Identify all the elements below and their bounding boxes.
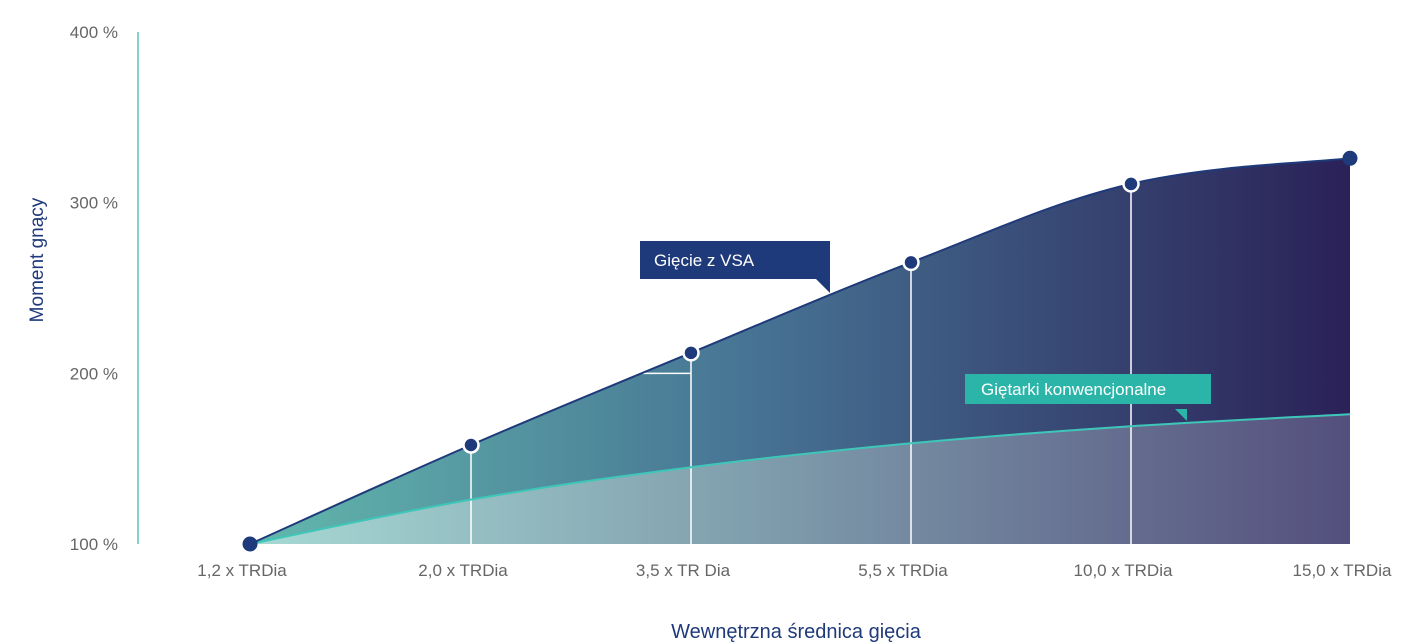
y-tick-label-300: 300 %	[70, 194, 118, 213]
legend-callout-vsa-pointer	[816, 279, 830, 293]
y-axis-title: Moment gnący	[27, 197, 48, 322]
marker-vsa-4	[1122, 175, 1140, 193]
legend-label-conventional: Giętarki konwencjonalne	[981, 380, 1166, 399]
line-conventional	[249, 413, 1351, 545]
x-tick-label-3: 5,5 x TRDia	[858, 561, 948, 580]
x-axis-title: Wewnętrzna średnica gięcia	[671, 621, 922, 643]
x-tick-label-2: 3,5 x TR Dia	[636, 561, 731, 580]
legend-callout-vsa-box	[640, 241, 830, 279]
marker-vsa-5	[1342, 150, 1358, 166]
legend-callout-conventional-pointer	[1175, 409, 1187, 421]
area-conventional	[250, 414, 1350, 544]
legend-callout-vsa: Gięcie z VSA	[640, 241, 830, 293]
x-tick-label-5: 15,0 x TRDia	[1293, 561, 1392, 580]
marker-vsa-2	[682, 344, 700, 362]
x-tick-label-4: 10,0 x TRDia	[1074, 561, 1173, 580]
marker-vsa-1	[462, 436, 480, 454]
y-tick-label-400: 400 %	[70, 23, 118, 42]
legend-label-vsa: Gięcie z VSA	[654, 251, 755, 270]
line-vsa	[249, 157, 1351, 545]
x-tick-label-0: 1,2 x TRDia	[197, 561, 287, 580]
y-axis-ticks: 100 % 200 % 300 % 400 %	[70, 23, 118, 554]
x-tick-label-1: 2,0 x TRDia	[418, 561, 508, 580]
marker-vsa-0	[242, 536, 258, 552]
legend-callout-conventional-box	[965, 374, 1211, 404]
y-tick-label-200: 200 %	[70, 364, 118, 383]
marker-drop-lines	[470, 183, 1132, 544]
chart-areas	[250, 158, 1350, 544]
series-lines	[249, 157, 1351, 545]
marker-vsa-3	[902, 253, 920, 272]
y-tick-label-100: 100 %	[70, 535, 118, 554]
legend-callout-conventional: Giętarki konwencjonalne	[965, 374, 1211, 421]
data-point-markers	[242, 150, 1358, 552]
x-axis-ticks: 1,2 x TRDia 2,0 x TRDia 3,5 x TR Dia 5,5 x …	[197, 561, 1392, 580]
